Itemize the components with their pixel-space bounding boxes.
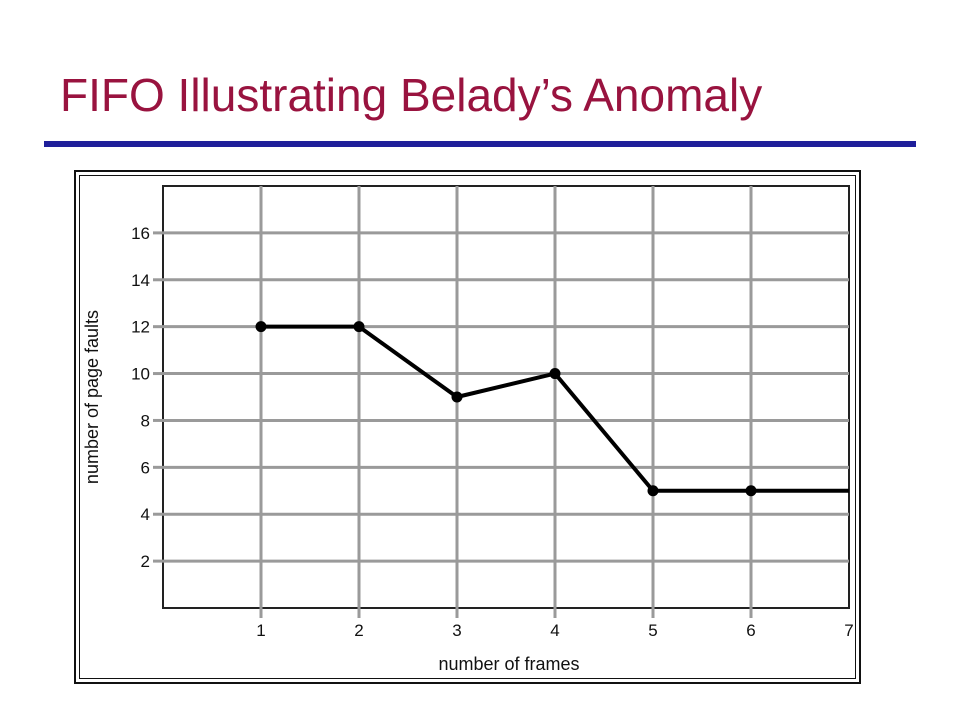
y-tick-label-4: 4 <box>141 505 150 524</box>
grid-layer <box>153 185 850 618</box>
data-point-3 <box>451 391 463 403</box>
x-tick-label-2: 2 <box>354 621 363 640</box>
x-tick-labels: 1 2 3 4 5 6 7 <box>256 621 853 640</box>
figure-inner-border <box>79 175 856 679</box>
x-tick-label-5: 5 <box>648 621 657 640</box>
y-tick-label-12: 12 <box>131 318 150 337</box>
x-tick-label-7: 7 <box>844 621 853 640</box>
y-tick-label-14: 14 <box>131 271 150 290</box>
y-tick-label-10: 10 <box>131 365 150 384</box>
y-tick-label-6: 6 <box>141 458 150 477</box>
x-tick-label-1: 1 <box>256 621 265 640</box>
data-point-2 <box>353 321 365 333</box>
x-axis-title: number of frames <box>438 654 579 674</box>
data-point-1 <box>255 321 267 333</box>
y-tick-label-2: 2 <box>141 552 150 571</box>
x-tick-label-4: 4 <box>550 621 559 640</box>
data-point-6 <box>745 485 757 497</box>
series-layer <box>255 321 849 497</box>
x-tick-label-6: 6 <box>746 621 755 640</box>
y-tick-label-16: 16 <box>131 224 150 243</box>
y-tick-label-8: 8 <box>141 411 150 430</box>
x-tick-label-3: 3 <box>452 621 461 640</box>
plot-area <box>162 185 850 609</box>
slide-title: FIFO Illustrating Belady’s Anomaly <box>60 69 763 121</box>
title-underline-rule <box>44 141 916 147</box>
y-tick-labels: 2 4 6 8 10 12 14 16 <box>131 224 150 571</box>
data-point-4 <box>549 368 561 380</box>
y-axis-title: number of page faults <box>82 310 102 484</box>
data-point-5 <box>647 485 659 497</box>
